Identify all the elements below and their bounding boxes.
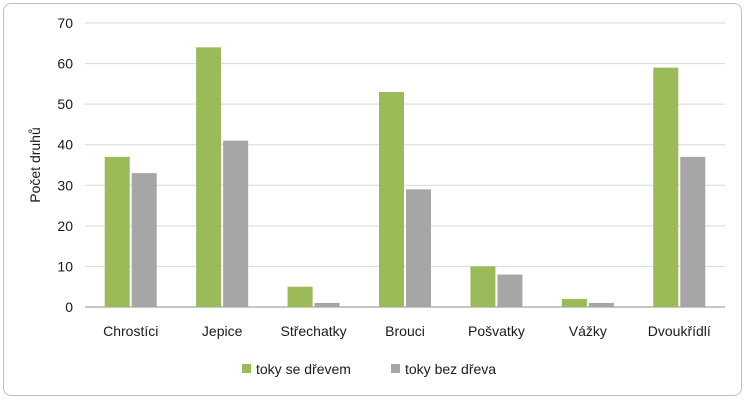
gridlines <box>85 22 725 308</box>
bar-se-drevem <box>104 156 130 307</box>
y-tick-labels: 0 10 20 30 40 50 60 70 <box>57 15 73 315</box>
x-tick-label: Střechatky <box>281 323 347 339</box>
y-tick-label: 10 <box>57 258 73 274</box>
bar-bez-dreva <box>497 274 523 307</box>
y-tick-label: 0 <box>65 299 73 315</box>
bar-se-drevem <box>379 91 404 307</box>
x-tick-label: Jepice <box>202 323 243 339</box>
bar-se-drevem <box>470 266 496 307</box>
x-tick-label: Pošvatky <box>468 323 525 339</box>
bar-bez-dreva <box>680 156 706 307</box>
bar-bez-dreva <box>588 302 614 307</box>
y-tick-label: 40 <box>57 137 73 153</box>
y-axis-label: Počet druhů <box>27 127 43 203</box>
legend-swatch <box>242 364 251 373</box>
bar-bez-dreva <box>314 302 340 307</box>
x-tick-labels: Chrostíci Jepice Střechatky Brouci Pošvatky V… <box>103 323 711 339</box>
y-tick-label: 20 <box>57 218 73 234</box>
x-tick-label: Vážky <box>569 323 607 339</box>
bar-se-drevem <box>561 298 587 307</box>
legend-label: toky se dřevem <box>256 361 351 377</box>
bar-se-drevem <box>653 67 679 307</box>
bar-se-drevem <box>287 286 313 307</box>
x-tick-label: Dvoukřídlí <box>648 323 711 339</box>
legend: toky se dřevem toky bez dřeva <box>242 361 496 377</box>
y-tick-label: 60 <box>57 56 73 72</box>
x-tick-label: Chrostíci <box>103 323 158 339</box>
bar-bez-dreva <box>131 173 157 307</box>
bar-bez-dreva <box>406 189 431 307</box>
x-tick-label: Brouci <box>385 323 425 339</box>
bar-se-drevem <box>196 47 222 307</box>
y-tick-label: 50 <box>57 96 73 112</box>
y-tick-label: 30 <box>57 177 73 193</box>
bar-bez-dreva <box>223 140 249 307</box>
legend-label: toky bez dřeva <box>405 361 496 377</box>
legend-swatch <box>391 364 400 373</box>
bars <box>104 47 706 307</box>
y-tick-label: 70 <box>57 15 73 31</box>
